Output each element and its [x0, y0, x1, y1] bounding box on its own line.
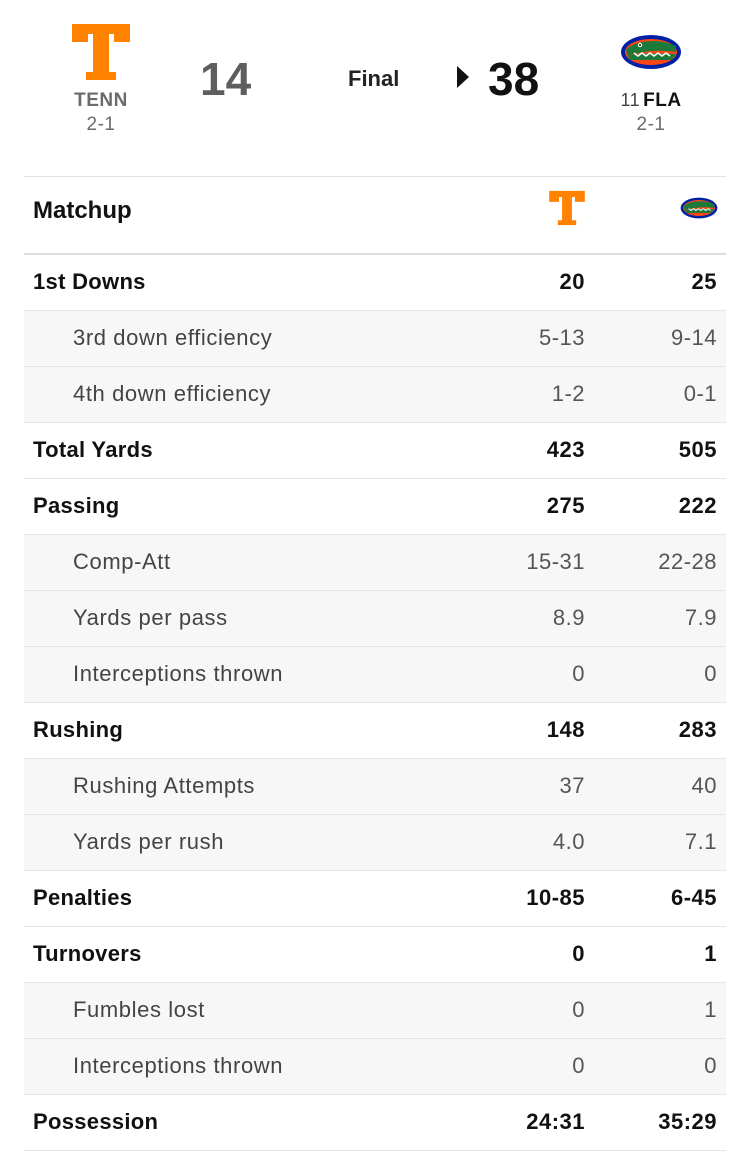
stat-label: Fumbles lost: [73, 997, 205, 1022]
stat-value-home: 505: [678, 437, 717, 462]
game-status: Final: [348, 66, 400, 91]
stat-value-away: 0: [572, 661, 585, 686]
stat-label: Rushing Attempts: [73, 773, 256, 798]
stat-value-away: 24:31: [526, 1109, 585, 1134]
stat-value-away: 423: [546, 437, 585, 462]
stat-value-home: 1: [704, 941, 717, 966]
stat-row: Penalties 10-85 6-45: [24, 871, 726, 927]
stat-label: Comp-Att: [73, 549, 171, 574]
home-score: 38: [488, 53, 540, 105]
stat-value-home: 222: [678, 493, 717, 518]
stat-row: 4th down efficiency 1-2 0-1: [24, 367, 726, 423]
stat-row: Yards per rush 4.0 7.1: [24, 815, 726, 871]
away-score: 14: [200, 53, 252, 105]
stat-row: Turnovers 0 1: [24, 927, 726, 983]
matchup-title: Matchup: [33, 197, 132, 224]
tennessee-t-logo: [548, 189, 586, 232]
stat-value-away: 20: [559, 269, 585, 294]
matchup-stat-rows: 1st Downs 20 25 3rd down efficiency 5-13 9-14…: [24, 255, 726, 1151]
stat-label: Penalties: [33, 885, 133, 910]
stat-row: Possession 24:31 35:29: [24, 1095, 726, 1151]
florida-gator-logo: [680, 195, 718, 226]
stat-label: Total Yards: [33, 437, 153, 462]
stat-value-home: 0-1: [683, 381, 717, 406]
stat-label: 4th down efficiency: [73, 381, 272, 406]
stat-label: Yards per rush: [73, 829, 225, 854]
stat-label: Interceptions thrown: [73, 1053, 284, 1078]
stat-label: Rushing: [33, 717, 124, 742]
stat-value-away: 0: [572, 1053, 585, 1078]
stat-row: Interceptions thrown 0 0: [24, 647, 726, 703]
stat-value-home: 22-28: [658, 549, 717, 574]
stat-row: Yards per pass 8.9 7.9: [24, 591, 726, 647]
stat-label: Yards per pass: [73, 605, 228, 630]
home-team-record: 2-1: [636, 114, 666, 135]
stat-row: Total Yards 423 505: [24, 423, 726, 479]
stat-value-away: 15-31: [526, 549, 585, 574]
stat-row: Fumbles lost 0 1: [24, 983, 726, 1039]
stat-value-home: 1: [704, 997, 717, 1022]
stat-value-home: 7.9: [684, 605, 717, 630]
home-team-rank: 11: [620, 90, 641, 110]
stat-value-home: 0: [704, 1053, 717, 1078]
stat-value-away: 4.0: [552, 829, 585, 854]
home-team[interactable]: 11 FLA 2-1: [596, 22, 706, 136]
stat-row: Rushing 148 283: [24, 703, 726, 759]
stat-row: Rushing Attempts 37 40: [24, 759, 726, 815]
away-team-abbr: TENN: [74, 90, 128, 111]
stat-row: Comp-Att 15-31 22-28: [24, 535, 726, 591]
stat-row: 3rd down efficiency 5-13 9-14: [24, 311, 726, 367]
stat-row: Passing 275 222: [24, 479, 726, 535]
stat-value-away: 8.9: [552, 605, 585, 630]
stat-row: Interceptions thrown 0 0: [24, 1039, 726, 1095]
stat-label: Interceptions thrown: [73, 661, 284, 686]
stat-label: 1st Downs: [33, 269, 146, 294]
stat-value-home: 40: [691, 773, 717, 798]
stat-value-away: 5-13: [538, 325, 585, 350]
stat-value-home: 35:29: [658, 1109, 717, 1134]
away-team-record: 2-1: [86, 114, 116, 135]
stat-value-home: 0: [704, 661, 717, 686]
stat-value-away: 37: [559, 773, 585, 798]
stat-value-home: 9-14: [670, 325, 717, 350]
matchup-header: Matchup: [24, 177, 726, 255]
stat-value-away: 0: [572, 997, 585, 1022]
stat-value-home: 25: [691, 269, 717, 294]
matchup-stats-card: Matchup 1st Downs 20 25 3rd down efficiency…: [24, 176, 726, 1160]
stat-value-home: 283: [678, 717, 717, 742]
stat-value-away: 275: [546, 493, 585, 518]
stat-value-away: 10-85: [526, 885, 585, 910]
stat-value-away: 0: [572, 941, 585, 966]
florida-gator-logo: [596, 22, 706, 86]
stat-value-home: 7.1: [684, 829, 717, 854]
stat-label: Possession: [33, 1109, 159, 1134]
stat-label: Passing: [33, 493, 120, 518]
stat-value-home: 6-45: [670, 885, 717, 910]
stat-value-away: 1-2: [551, 381, 585, 406]
stat-label: 3rd down efficiency: [73, 325, 273, 350]
scoreboard-header: TENN 2-1 14 Final 38 11 FLA 2-1: [0, 0, 750, 176]
stat-value-away: 148: [546, 717, 585, 742]
away-team[interactable]: TENN 2-1: [46, 22, 156, 136]
home-team-abbr: FLA: [643, 90, 682, 111]
tennessee-t-logo: [46, 22, 156, 86]
winner-arrow-icon: [457, 66, 469, 88]
stat-label: Turnovers: [33, 941, 142, 966]
stat-row: 1st Downs 20 25: [24, 255, 726, 311]
